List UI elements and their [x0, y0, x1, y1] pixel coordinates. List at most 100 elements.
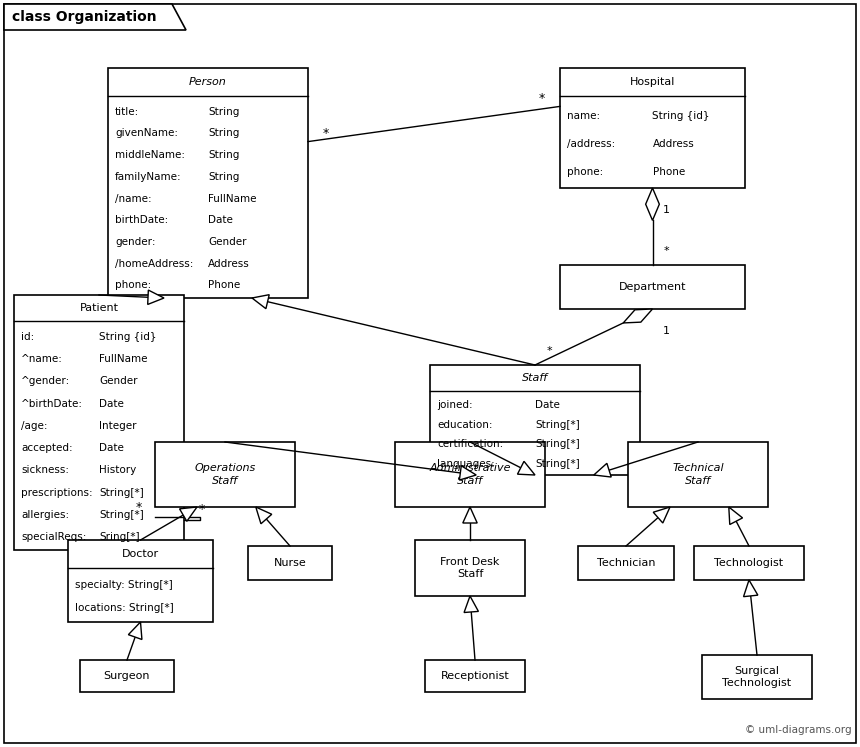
- Text: Date: Date: [99, 399, 124, 409]
- Text: © uml-diagrams.org: © uml-diagrams.org: [746, 725, 852, 735]
- FancyBboxPatch shape: [248, 546, 332, 580]
- Text: birthDate:: birthDate:: [115, 215, 169, 226]
- Text: FullName: FullName: [99, 354, 148, 365]
- FancyBboxPatch shape: [80, 660, 174, 692]
- Text: Administrative
Staff: Administrative Staff: [429, 463, 511, 486]
- Text: ^gender:: ^gender:: [21, 376, 71, 386]
- Text: Sring[*]: Sring[*]: [99, 532, 139, 542]
- Text: middleName:: middleName:: [115, 150, 185, 160]
- Text: String {id}: String {id}: [99, 332, 157, 342]
- Text: Hospital: Hospital: [630, 77, 675, 87]
- Text: education:: education:: [437, 420, 493, 430]
- Text: String: String: [208, 172, 239, 182]
- FancyBboxPatch shape: [395, 442, 545, 507]
- Text: givenName:: givenName:: [115, 128, 178, 138]
- Text: Person: Person: [189, 77, 227, 87]
- Text: Staff: Staff: [522, 373, 548, 383]
- Text: accepted:: accepted:: [21, 443, 72, 453]
- Text: locations: String[*]: locations: String[*]: [75, 604, 174, 613]
- Text: Date: Date: [535, 400, 560, 410]
- Polygon shape: [463, 507, 477, 523]
- Text: /name:: /name:: [115, 193, 151, 203]
- Text: String[*]: String[*]: [99, 510, 144, 520]
- Text: phone:: phone:: [567, 167, 603, 177]
- Text: Address: Address: [208, 258, 249, 269]
- Text: *: *: [136, 500, 142, 513]
- Text: id:: id:: [21, 332, 34, 342]
- Polygon shape: [252, 294, 269, 309]
- Text: Technologist: Technologist: [715, 558, 783, 568]
- Text: Date: Date: [208, 215, 233, 226]
- Polygon shape: [624, 309, 653, 323]
- Polygon shape: [459, 466, 476, 480]
- Text: sickness:: sickness:: [21, 465, 69, 475]
- Text: FullName: FullName: [208, 193, 256, 203]
- Polygon shape: [128, 622, 142, 639]
- FancyBboxPatch shape: [628, 442, 768, 507]
- FancyBboxPatch shape: [4, 4, 856, 743]
- Text: prescriptions:: prescriptions:: [21, 488, 93, 498]
- Polygon shape: [464, 596, 478, 613]
- Text: *: *: [199, 503, 206, 516]
- Text: 1: 1: [663, 326, 670, 336]
- Text: Patient: Patient: [79, 303, 119, 313]
- Text: *: *: [322, 127, 329, 140]
- Text: Surgical
Technologist: Surgical Technologist: [722, 666, 791, 688]
- FancyBboxPatch shape: [560, 265, 745, 309]
- Text: String[*]: String[*]: [535, 439, 580, 449]
- Text: certification:: certification:: [437, 439, 503, 449]
- Text: Date: Date: [99, 443, 124, 453]
- Text: languages:: languages:: [437, 459, 494, 468]
- Text: Address: Address: [653, 139, 694, 149]
- FancyBboxPatch shape: [694, 546, 804, 580]
- Text: Department: Department: [618, 282, 686, 292]
- Text: title:: title:: [115, 107, 139, 117]
- Text: /homeAddress:: /homeAddress:: [115, 258, 194, 269]
- Text: Phone: Phone: [653, 167, 685, 177]
- Polygon shape: [646, 188, 660, 220]
- Text: joined:: joined:: [437, 400, 473, 410]
- Text: Front Desk
Staff: Front Desk Staff: [440, 557, 500, 579]
- Text: *: *: [539, 92, 545, 105]
- Text: Receptionist: Receptionist: [440, 671, 509, 681]
- Text: name:: name:: [567, 111, 600, 121]
- Text: phone:: phone:: [115, 280, 151, 291]
- FancyBboxPatch shape: [560, 68, 745, 188]
- Polygon shape: [744, 580, 758, 597]
- Text: Doctor: Doctor: [122, 549, 159, 559]
- Text: 1: 1: [663, 205, 670, 215]
- Text: String: String: [208, 128, 239, 138]
- Polygon shape: [654, 507, 670, 523]
- FancyBboxPatch shape: [415, 540, 525, 596]
- Text: class Organization: class Organization: [12, 10, 157, 24]
- Text: String: String: [208, 107, 239, 117]
- Text: Gender: Gender: [208, 237, 247, 247]
- Text: allergies:: allergies:: [21, 510, 69, 520]
- Text: String[*]: String[*]: [99, 488, 144, 498]
- Text: specialReqs:: specialReqs:: [21, 532, 86, 542]
- Text: *: *: [664, 246, 669, 256]
- FancyBboxPatch shape: [14, 295, 184, 550]
- Text: /age:: /age:: [21, 421, 47, 431]
- Text: String: String: [208, 150, 239, 160]
- Text: History: History: [99, 465, 136, 475]
- Text: Gender: Gender: [99, 376, 138, 386]
- FancyBboxPatch shape: [68, 540, 213, 622]
- Text: Nurse: Nurse: [273, 558, 306, 568]
- Polygon shape: [148, 290, 164, 305]
- Polygon shape: [180, 507, 197, 521]
- Polygon shape: [4, 4, 186, 30]
- Text: String[*]: String[*]: [535, 420, 580, 430]
- FancyBboxPatch shape: [430, 365, 640, 475]
- Polygon shape: [255, 507, 272, 524]
- Text: Technician: Technician: [597, 558, 655, 568]
- Text: /address:: /address:: [567, 139, 615, 149]
- FancyBboxPatch shape: [425, 660, 525, 692]
- FancyBboxPatch shape: [578, 546, 674, 580]
- Text: String[*]: String[*]: [535, 459, 580, 468]
- Text: familyName:: familyName:: [115, 172, 181, 182]
- Text: Phone: Phone: [208, 280, 240, 291]
- Text: String {id}: String {id}: [653, 111, 710, 121]
- Text: Technical
Staff: Technical Staff: [673, 463, 724, 486]
- Polygon shape: [518, 462, 535, 475]
